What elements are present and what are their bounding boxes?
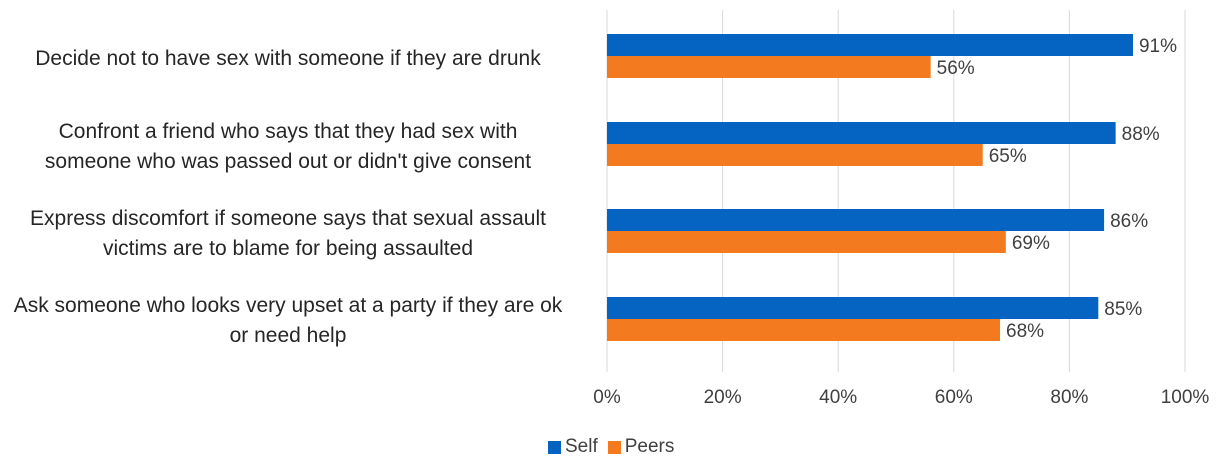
bar-peers bbox=[607, 144, 983, 166]
legend: Self Peers bbox=[548, 436, 684, 458]
category-label-1-line-1: Decide not to have sex with someone if t… bbox=[35, 47, 541, 70]
x-tick-label: 60% bbox=[935, 387, 973, 408]
legend-label-peers: Peers bbox=[624, 436, 675, 457]
data-label-peers: 69% bbox=[1012, 233, 1050, 254]
data-label-peers: 56% bbox=[937, 58, 975, 79]
bar-self bbox=[607, 122, 1116, 144]
category-label-4: Ask someone who looks very upset at a pa… bbox=[0, 291, 588, 351]
x-tick-label: 100% bbox=[1161, 387, 1210, 408]
legend-item-peers: Peers bbox=[607, 436, 675, 458]
bar-peers bbox=[607, 319, 1001, 341]
bar-self bbox=[607, 209, 1105, 231]
data-label-self: 85% bbox=[1104, 299, 1142, 320]
category-label-2: Confront a friend who says that they had… bbox=[0, 117, 588, 177]
data-label-peers: 68% bbox=[1006, 321, 1044, 342]
bar-self bbox=[607, 34, 1133, 56]
category-label-4-line-2: or need help bbox=[229, 324, 347, 347]
x-tick-label: 80% bbox=[1050, 387, 1088, 408]
category-label-4-line-1: Ask someone who looks very upset at a pa… bbox=[13, 294, 563, 317]
x-tick-label: 20% bbox=[704, 387, 742, 408]
category-label-1: Decide not to have sex with someone if t… bbox=[0, 44, 588, 74]
x-tick-label: 0% bbox=[593, 387, 621, 408]
data-label-self: 91% bbox=[1139, 36, 1177, 57]
legend-swatch-self bbox=[548, 440, 561, 454]
legend-swatch-peers bbox=[607, 440, 621, 454]
data-label-peers: 65% bbox=[989, 146, 1027, 167]
bar-peers bbox=[607, 231, 1006, 253]
bar-self bbox=[607, 297, 1099, 319]
category-label-3-line-1: Express discomfort if someone says that … bbox=[30, 207, 546, 230]
category-label-2-line-1: Confront a friend who says that they had… bbox=[58, 120, 518, 143]
data-label-self: 88% bbox=[1122, 124, 1160, 145]
category-label-3: Express discomfort if someone says that … bbox=[0, 204, 588, 264]
category-label-3-line-2: victims are to blame for being assaulted bbox=[102, 237, 473, 260]
bar-peers bbox=[607, 56, 931, 78]
data-label-self: 86% bbox=[1110, 211, 1148, 232]
legend-label-self: Self bbox=[565, 436, 598, 457]
legend-item-self: Self bbox=[548, 436, 598, 458]
x-tick-label: 40% bbox=[819, 387, 857, 408]
category-label-2-line-2: someone who was passed out or didn't giv… bbox=[44, 150, 532, 173]
